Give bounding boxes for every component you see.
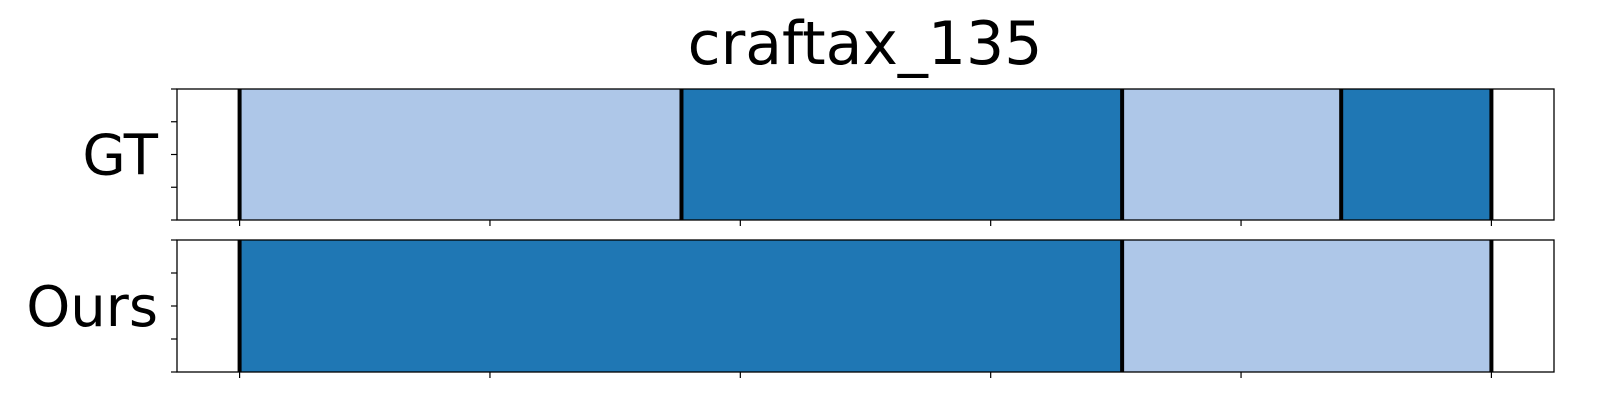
- row-label-ours: Ours: [26, 275, 158, 340]
- chart-title: craftax_135: [688, 9, 1043, 79]
- segment-ours-0: [239, 240, 1123, 372]
- row-label-gt: GT: [82, 124, 158, 189]
- segment-gt-3: [1341, 89, 1492, 220]
- segment-gt-2: [1122, 89, 1342, 220]
- segment-gt-0: [239, 89, 682, 220]
- segment-gt-1: [681, 89, 1123, 220]
- segment-ours-1: [1122, 240, 1492, 372]
